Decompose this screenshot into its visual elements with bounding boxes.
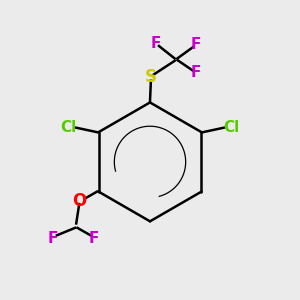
Text: F: F [47, 231, 58, 246]
Text: F: F [89, 231, 99, 246]
Text: S: S [145, 68, 157, 86]
Text: F: F [190, 65, 201, 80]
Text: F: F [150, 35, 161, 50]
Text: F: F [190, 37, 201, 52]
Text: O: O [72, 192, 86, 210]
Text: Cl: Cl [61, 120, 77, 135]
Text: Cl: Cl [223, 120, 239, 135]
